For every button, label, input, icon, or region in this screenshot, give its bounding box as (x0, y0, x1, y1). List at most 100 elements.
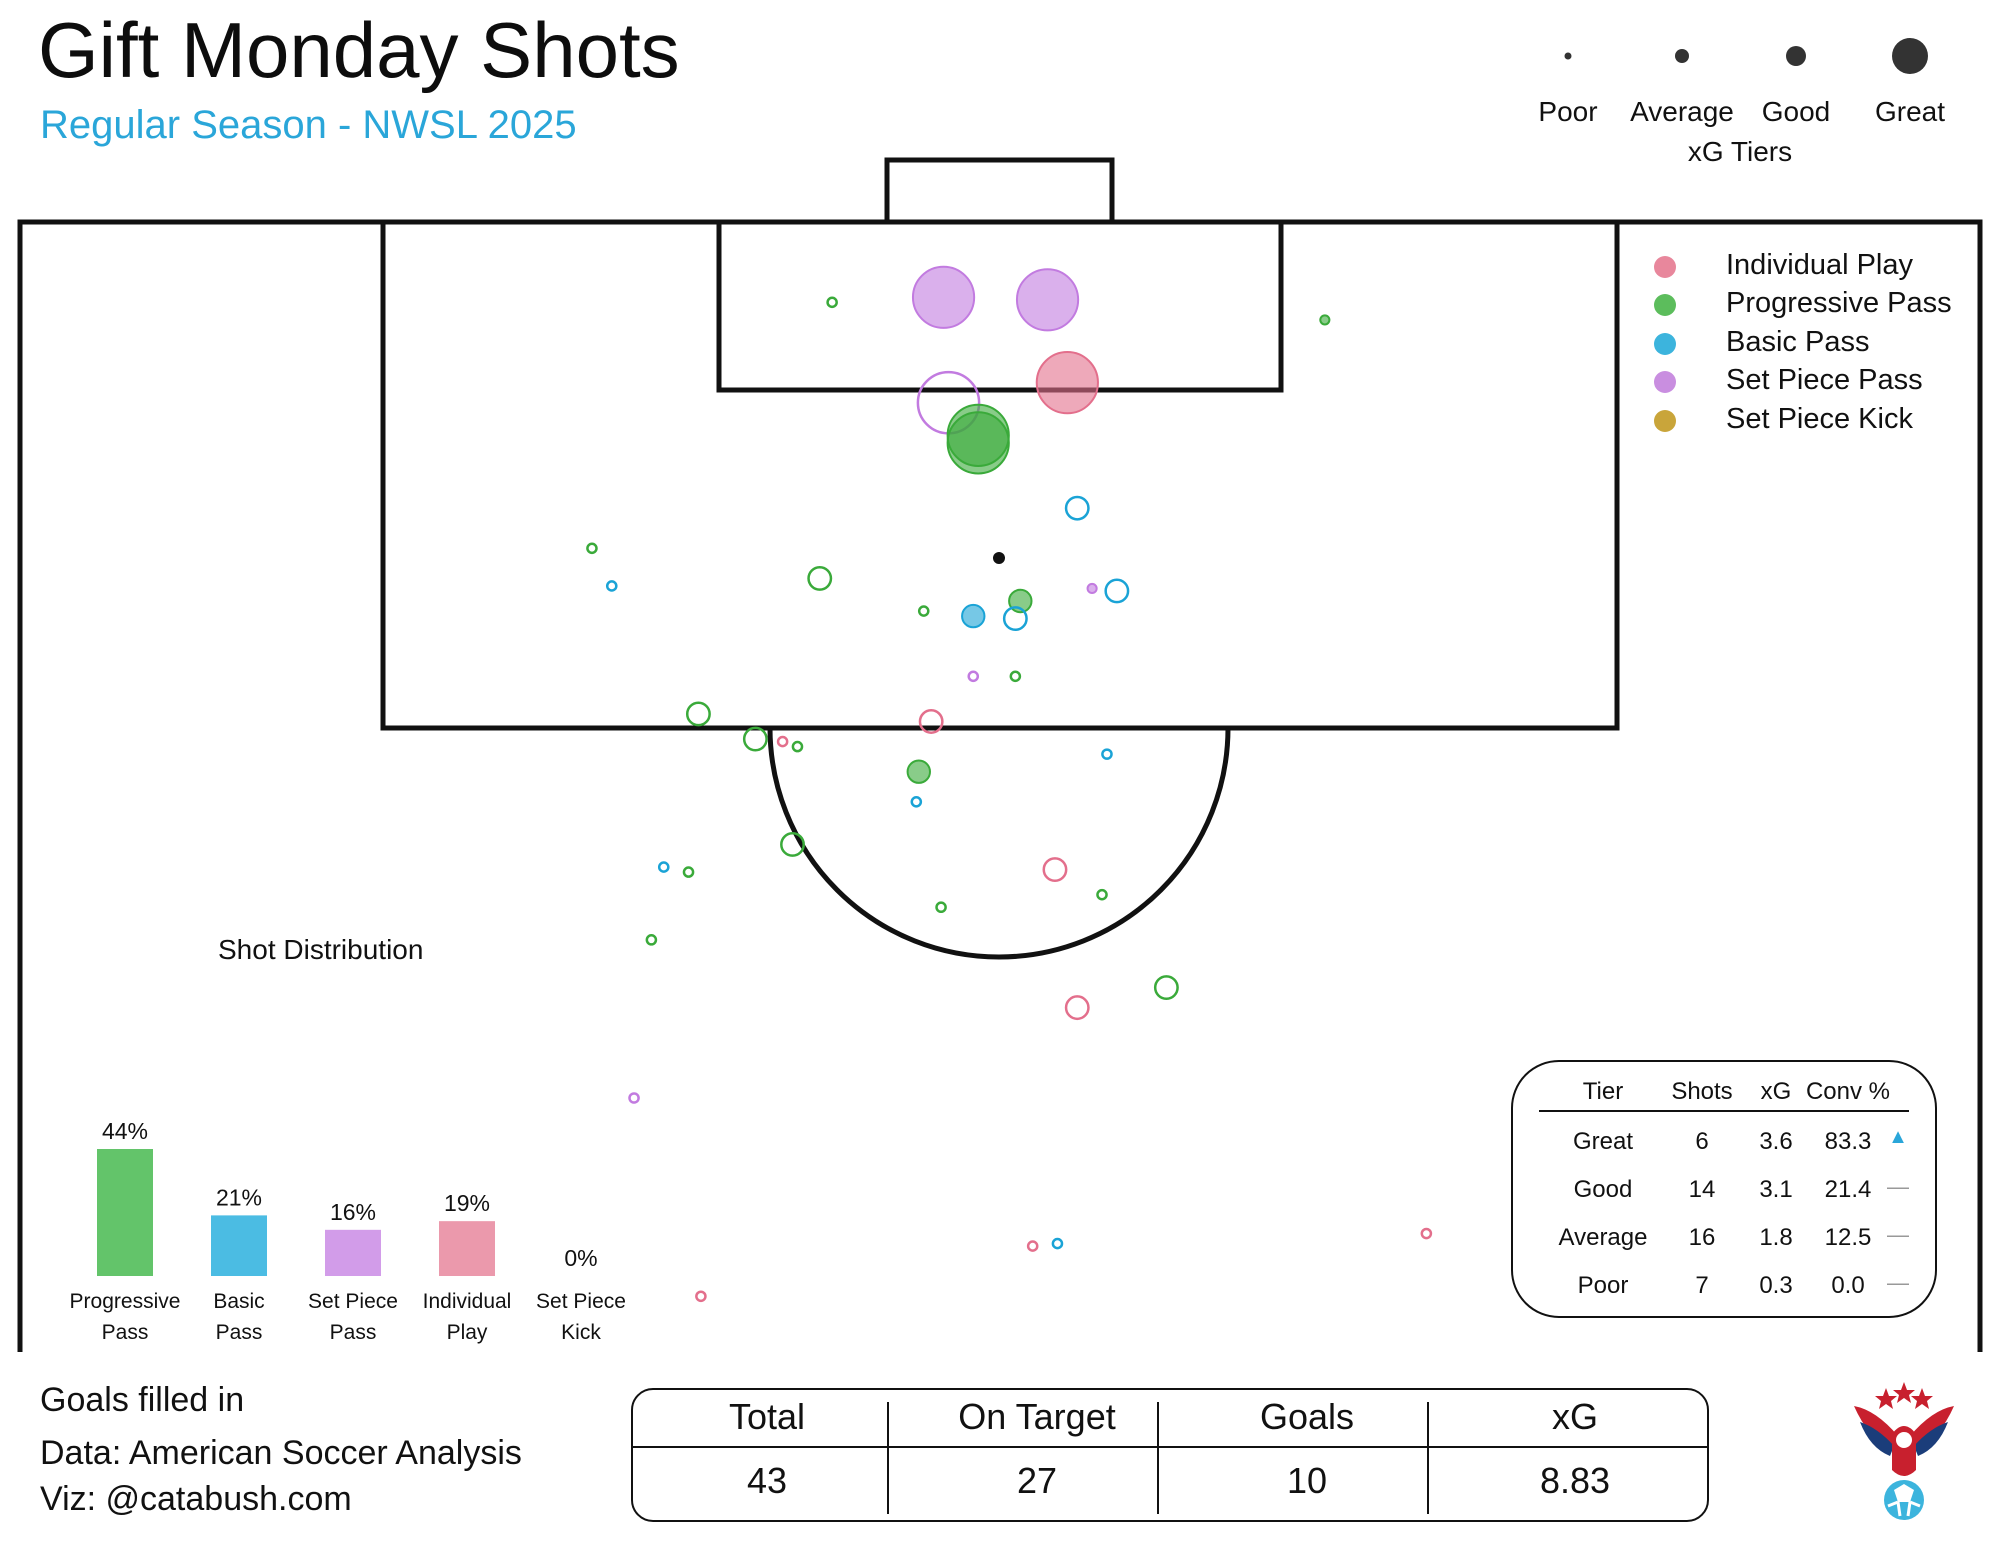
tier-table-trend: — (1887, 1222, 1909, 1247)
shot-marker (605, 580, 618, 592)
legend-label: Set Piece Pass (1726, 364, 1923, 396)
distribution-bar (325, 1229, 381, 1276)
tier-table-header: Conv % (1805, 1078, 1891, 1105)
legend-label: Basic Pass (1726, 326, 1870, 358)
distribution-bar (439, 1221, 495, 1276)
tier-table-cell: 16 (1688, 1224, 1716, 1251)
distribution-bar (211, 1215, 267, 1276)
shot-marker (628, 1092, 640, 1104)
tier-table-cell: 14 (1688, 1176, 1716, 1203)
bar-category-label: Basic (213, 1290, 264, 1313)
tier-table-cell: 83.3 (1824, 1128, 1872, 1155)
shot-marker (685, 701, 711, 727)
penalty-arc (767, 727, 1231, 960)
tier-label-average: Average (1630, 96, 1734, 127)
bar-category-label: Individual (423, 1290, 512, 1313)
shot-marker (961, 603, 986, 629)
stat-value: 43 (746, 1460, 788, 1501)
tier-table-cell: 3.1 (1759, 1176, 1793, 1203)
shot-marker (906, 759, 931, 784)
bar-value-label: 21% (216, 1184, 262, 1210)
tier-table-cell: 21.4 (1824, 1176, 1872, 1203)
tier-table-rule (1539, 1110, 1909, 1112)
shot-marker (911, 265, 976, 329)
legend-dot-icon (1654, 371, 1676, 393)
stat-divider (1157, 1402, 1159, 1514)
chart-title: Gift Monday Shots (38, 6, 680, 94)
shot-marker (1015, 268, 1080, 332)
shot-markers (586, 265, 1433, 1303)
stat-divider (887, 1402, 889, 1514)
shot-marker (586, 542, 598, 555)
shot-marker (1153, 975, 1179, 1000)
footer-viz-credit: Viz: @catabush.com (40, 1480, 352, 1518)
legend-dot-icon (1654, 256, 1676, 278)
shot-marker (695, 1290, 707, 1303)
legend-item-set-piece-kick: Set Piece Kick (1650, 402, 1970, 440)
stat-xg: xG 8.83 (1441, 1390, 1709, 1520)
tier-table-cell: Average (1558, 1224, 1648, 1251)
tier-table-trend: — (1887, 1270, 1909, 1295)
bar-value-label: 19% (444, 1190, 490, 1216)
tier-table-header: xG (1760, 1078, 1792, 1105)
penalty-box (380, 219, 1620, 731)
distribution-bar (97, 1149, 153, 1276)
shot-marker (1086, 582, 1098, 595)
shot-marker (742, 726, 768, 752)
stat-header: Total (728, 1396, 806, 1437)
legend-label: Individual Play (1726, 249, 1913, 281)
shot-distribution-bars: 44% Progressive Pass 21% Basic Pass 16% Set Pie… (70, 1118, 626, 1344)
bar-category-label: Kick (561, 1321, 601, 1344)
tier-table-trend: — (1887, 1174, 1909, 1199)
six-yard-box (716, 219, 1284, 393)
tier-size-dot-great (1892, 38, 1928, 74)
stat-header: xG (1551, 1396, 1598, 1437)
legend-dot-icon (1654, 294, 1676, 316)
penalty-spot (993, 552, 1005, 564)
shot-marker (657, 861, 670, 873)
eagle-soccer-logo-icon (1854, 1382, 1954, 1520)
tier-table: Tier Shots xG Conv % Great 6 3.6 83.3 ▲ Good 14 3.1… (1511, 1060, 1937, 1318)
tier-table-header: Shots (1671, 1078, 1733, 1105)
summary-stats: Total 43 On Target 27 Goals 10 xG 8.83 (631, 1388, 1709, 1522)
shot-marker (776, 735, 789, 748)
tier-legend-title: xG Tiers (1687, 136, 1793, 167)
shot-marker (1420, 1227, 1433, 1240)
tier-table-cell: 0.0 (1831, 1272, 1865, 1299)
tier-label-good: Good (1761, 96, 1831, 127)
shot-marker (967, 670, 980, 683)
tier-label-poor: Poor (1538, 96, 1598, 127)
shot-marker (935, 901, 947, 914)
footer-note: Goals filled in (40, 1381, 245, 1419)
bar-value-label: 0% (564, 1245, 597, 1271)
summary-rule (633, 1446, 1707, 1448)
tier-size-dot-poor (1564, 52, 1572, 60)
tier-table-cell: Poor (1577, 1272, 1629, 1299)
shot-marker (645, 934, 658, 946)
legend-label: Set Piece Kick (1726, 403, 1913, 435)
stat-value: 10 (1286, 1460, 1328, 1501)
bar-category-label: Pass (102, 1321, 149, 1344)
legend-item-basic-pass: Basic Pass (1650, 325, 1970, 363)
stat-on-target: On Target 27 (903, 1390, 1171, 1520)
stat-total: Total 43 (633, 1390, 901, 1520)
shot-marker (1042, 857, 1068, 883)
shot-marker (1051, 1237, 1064, 1250)
shot-marker (1035, 351, 1099, 415)
tier-table-cell: Great (1572, 1128, 1634, 1155)
shot-marker (1002, 606, 1028, 632)
shot-marker (791, 740, 804, 753)
shot-marker (780, 832, 805, 857)
legend-label: Progressive Pass (1726, 287, 1952, 319)
legend-item-individual-play: Individual Play (1650, 248, 1970, 286)
tier-table-cell: 12.5 (1824, 1224, 1872, 1251)
tier-table-cell: 7 (1695, 1272, 1709, 1299)
shot-marker (918, 709, 944, 734)
tier-table-header: Tier (1582, 1078, 1624, 1105)
stat-value: 27 (1016, 1460, 1058, 1501)
goal (884, 157, 1115, 225)
bar-category-label: Pass (330, 1321, 377, 1344)
stat-value: 8.83 (1539, 1460, 1611, 1501)
shot-distribution-title: Shot Distribution (218, 934, 424, 965)
